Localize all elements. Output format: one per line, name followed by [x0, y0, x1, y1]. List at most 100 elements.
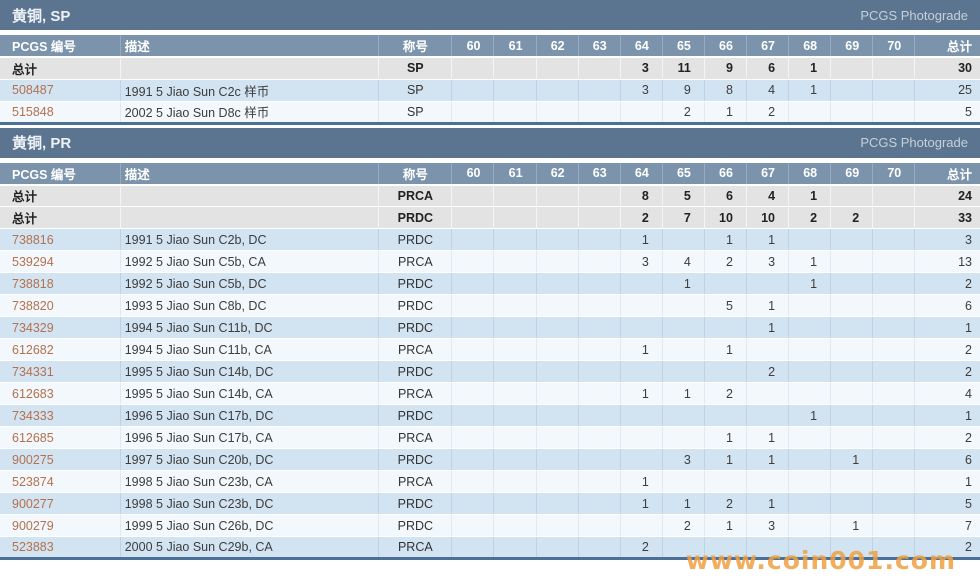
grade-69-cell	[830, 316, 873, 339]
column-header-description: 描述	[119, 162, 379, 186]
grade-64-cell: 2	[619, 536, 663, 559]
pcgs-number-link[interactable]: 523883	[12, 540, 54, 554]
coin-row: 508487 1991 5 Jiao Sun C2c 样币 SP 3 9 8 4 1 25	[0, 79, 980, 102]
pcgs-number-cell: 738816	[0, 228, 121, 251]
grade-67-cell	[745, 382, 789, 405]
row-total-cell: 2	[914, 360, 980, 383]
description-cell: 1996 5 Jiao Sun C17b, CA	[119, 426, 379, 449]
pcgs-number-cell: 508487	[0, 79, 121, 102]
grade-68-cell	[788, 492, 831, 515]
grade-62-cell	[535, 382, 579, 405]
designation-cell: PRDC	[378, 360, 452, 383]
grade-69-cell	[830, 272, 873, 295]
designation-cell: PRDC	[378, 272, 452, 295]
grade-63-cell	[577, 294, 621, 317]
grade-70-cell	[872, 272, 915, 295]
pcgs-number-link[interactable]: 612683	[12, 386, 54, 401]
designation-cell: PRDC	[378, 294, 452, 317]
grade-67-cell: 2	[745, 101, 789, 124]
pcgs-number-link[interactable]: 539294	[12, 254, 54, 269]
grade-70-cell	[872, 57, 915, 80]
grade-61-cell	[493, 294, 537, 317]
grade-63-cell	[577, 448, 621, 471]
pcgs-number-link[interactable]: 734329	[12, 320, 54, 335]
grade-60-cell	[451, 404, 494, 427]
pcgs-number-link[interactable]: 900277	[12, 496, 54, 511]
grade-69-cell	[830, 360, 873, 383]
grade-62-cell	[535, 316, 579, 339]
total-label-cell: 总计	[0, 206, 121, 229]
grade-68-cell: 1	[788, 184, 831, 207]
pcgs-number-link[interactable]: 734333	[12, 408, 54, 423]
grade-63-cell	[577, 316, 621, 339]
grade-66-cell	[703, 404, 747, 427]
section-header-bar: 黄铜, PR PCGS Photograde	[0, 127, 980, 158]
grade-70-cell	[872, 206, 915, 229]
grade-60-cell	[451, 101, 494, 124]
section-sp: 黄铜, SP PCGS Photograde PCGS 编号 描述 称号 60 61 62 63…	[0, 0, 980, 125]
column-header-pcgs-number: PCGS 编号	[0, 35, 121, 58]
grade-65-cell	[661, 294, 705, 317]
description-cell: 2000 5 Jiao Sun C29b, CA	[119, 536, 379, 559]
grade-65-cell: 7	[661, 206, 705, 229]
grade-63-cell	[577, 360, 621, 383]
grade-68-cell	[788, 294, 831, 317]
coin-row: 612685 1996 5 Jiao Sun C17b, CA PRCA 1 1 2	[0, 426, 980, 449]
grade-69-cell	[830, 492, 873, 515]
grade-61-cell	[493, 338, 537, 361]
designation-cell: PRDC	[378, 228, 452, 251]
pcgs-number-link[interactable]: 900279	[12, 518, 54, 533]
pcgs-number-link[interactable]: 738818	[12, 276, 54, 291]
column-header-designation: 称号	[378, 162, 452, 186]
column-header-total: 总计	[914, 162, 980, 186]
grade-67-cell: 3	[745, 514, 789, 537]
pcgs-number-link[interactable]: 738816	[12, 232, 54, 247]
row-total-cell: 30	[914, 57, 980, 80]
grade-69-cell	[830, 470, 873, 493]
pcgs-number-link[interactable]: 738820	[12, 298, 54, 313]
grade-69-cell	[830, 294, 873, 317]
grade-64-cell: 1	[619, 470, 663, 493]
pcgs-number-link[interactable]: 900275	[12, 452, 54, 467]
pcgs-photograde-link[interactable]: PCGS Photograde	[860, 7, 968, 23]
grade-64-cell	[619, 360, 663, 383]
grade-69-cell	[830, 184, 873, 207]
grade-66-cell	[703, 272, 747, 295]
pcgs-number-link[interactable]: 515848	[12, 104, 54, 119]
grade-67-cell: 1	[745, 316, 789, 339]
designation-cell: PRCA	[378, 426, 452, 449]
designation-cell: PRCA	[378, 382, 452, 405]
grade-64-cell: 3	[619, 57, 663, 80]
grade-61-cell	[493, 448, 537, 471]
pcgs-number-cell: 900275	[0, 448, 121, 471]
grade-69-cell	[830, 101, 873, 124]
grade-61-cell	[493, 382, 537, 405]
grade-62-cell	[535, 426, 579, 449]
pcgs-photograde-link[interactable]: PCGS Photograde	[860, 135, 968, 150]
grade-68-cell	[788, 514, 831, 537]
grade-62-cell	[535, 250, 579, 273]
row-total-cell: 2	[914, 426, 980, 449]
grade-62-cell	[535, 206, 579, 229]
grade-67-cell: 1	[745, 426, 789, 449]
section-pr: 黄铜, PR PCGS Photograde PCGS 编号 描述 称号 60 61 62 63…	[0, 127, 980, 560]
grade-68-cell: 1	[788, 272, 831, 295]
column-header-description: 描述	[119, 35, 379, 58]
grade-67-cell	[745, 272, 789, 295]
column-header-grade-63: 63	[577, 162, 621, 186]
designation-cell: PRDC	[378, 514, 452, 537]
grade-61-cell	[493, 57, 537, 80]
grade-64-cell: 2	[619, 206, 663, 229]
grade-67-cell: 1	[745, 228, 789, 251]
population-table: PCGS 编号 描述 称号 60 61 62 63 64 65 66 67 68 69 70 总计 总计 SP 3…	[0, 35, 980, 125]
grade-69-cell	[830, 536, 873, 559]
row-total-cell: 3	[914, 228, 980, 251]
pcgs-number-link[interactable]: 734331	[12, 364, 54, 379]
description-cell: 1994 5 Jiao Sun C11b, DC	[119, 316, 379, 339]
pcgs-number-link[interactable]: 508487	[12, 83, 54, 97]
grade-68-cell: 2	[788, 206, 831, 229]
pcgs-number-link[interactable]: 612685	[12, 430, 54, 445]
pcgs-number-link[interactable]: 523874	[12, 474, 54, 489]
pcgs-number-link[interactable]: 612682	[12, 342, 54, 357]
pcgs-number-cell: 738818	[0, 272, 121, 295]
